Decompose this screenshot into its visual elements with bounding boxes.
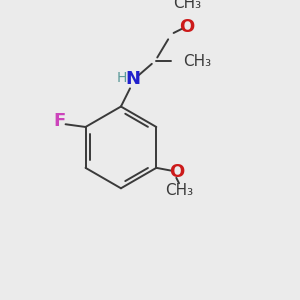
Text: H: H: [117, 71, 127, 85]
Text: F: F: [53, 112, 65, 130]
Text: CH₃: CH₃: [173, 0, 201, 11]
Text: O: O: [180, 18, 195, 36]
Text: N: N: [125, 70, 140, 88]
Text: O: O: [169, 164, 184, 181]
Text: CH₃: CH₃: [165, 183, 193, 198]
Text: CH₃: CH₃: [184, 54, 212, 69]
